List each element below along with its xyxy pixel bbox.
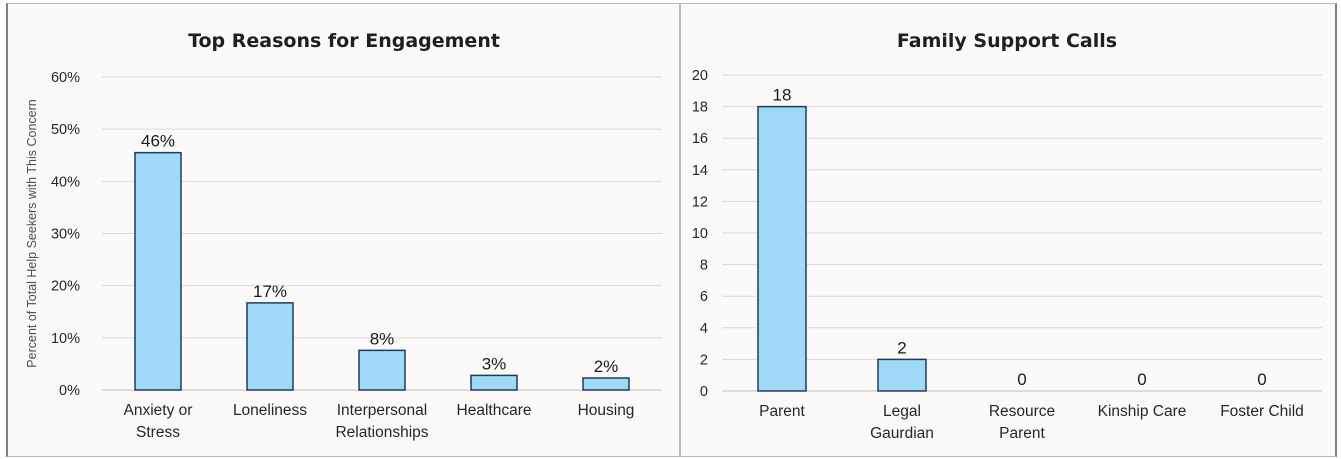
bar xyxy=(582,377,630,391)
x-tick-label: Loneliness xyxy=(233,402,307,419)
y-tick-label: 10 xyxy=(692,226,708,242)
y-tick-label: 2 xyxy=(700,352,708,368)
y-tick-label: 18 xyxy=(692,100,708,116)
y-axis-title: Percent of Total Help Seekers with This … xyxy=(25,99,39,367)
data-label: 17% xyxy=(253,282,287,301)
bar xyxy=(470,374,518,391)
x-tick-label: Kinship Care xyxy=(1098,403,1187,420)
y-tick-label: 50% xyxy=(51,122,80,138)
y-tick-label: 16 xyxy=(692,131,708,147)
data-label: 0 xyxy=(1017,370,1026,389)
x-tick-label: Interpersonal xyxy=(337,402,427,419)
bar xyxy=(877,358,927,392)
y-tick-label: 6 xyxy=(700,289,708,305)
y-tick-label: 0 xyxy=(700,384,708,400)
family-support-chart: Family Support Calls0246810121416182018P… xyxy=(692,30,1322,442)
x-tick-label: Anxiety or xyxy=(124,402,193,419)
y-tick-label: 4 xyxy=(700,321,708,337)
y-tick-label: 20 xyxy=(692,68,708,84)
y-tick-label: 12 xyxy=(692,194,708,210)
y-tick-label: 40% xyxy=(51,174,80,190)
x-tick-label: Parent xyxy=(999,425,1045,442)
data-label: 18 xyxy=(773,86,792,105)
engagement-chart-panel: Top Reasons for Engagement 0% 10% 20% 30% 40%… xyxy=(6,3,680,457)
data-label: 46% xyxy=(141,132,175,151)
bar xyxy=(246,302,294,391)
y-tick-label: 20% xyxy=(51,279,80,295)
bar xyxy=(134,151,182,391)
bar xyxy=(358,349,406,391)
engagement-chart: Top Reasons for Engagement 0% 10% 20% 30% 40%… xyxy=(25,30,662,441)
data-label: 3% xyxy=(482,354,507,373)
data-label: 2% xyxy=(594,357,619,376)
x-tick-label: Relationships xyxy=(335,424,428,441)
bar xyxy=(757,105,807,392)
x-tick-label: Stress xyxy=(136,424,180,441)
family-support-chart-panel: Family Support Calls 0 2 4 6 8 10 12 14 16 18 20 18 P… xyxy=(680,3,1337,457)
chart-title: Family Support Calls xyxy=(897,30,1117,52)
x-tick-label: Parent xyxy=(759,403,805,420)
x-tick-label: Legal xyxy=(883,403,921,420)
chart-title: Top Reasons for Engagement xyxy=(188,30,500,52)
y-tick-label: 10% xyxy=(51,331,80,347)
x-tick-label: Gaurdian xyxy=(870,425,934,442)
x-tick-label: Housing xyxy=(578,402,635,419)
data-label: 0 xyxy=(1257,370,1266,389)
x-tick-label: Foster Child xyxy=(1220,403,1304,420)
y-tick-label: 0% xyxy=(59,383,80,399)
y-tick-label: 30% xyxy=(51,227,80,243)
y-tick-label: 60% xyxy=(51,70,80,86)
y-tick-label: 8 xyxy=(700,258,708,274)
data-label: 0 xyxy=(1137,370,1146,389)
x-tick-label: Healthcare xyxy=(457,402,532,419)
data-label: 2 xyxy=(897,338,906,357)
data-label: 8% xyxy=(370,329,395,348)
y-tick-label: 14 xyxy=(692,163,708,179)
x-tick-label: Resource xyxy=(989,403,1055,420)
